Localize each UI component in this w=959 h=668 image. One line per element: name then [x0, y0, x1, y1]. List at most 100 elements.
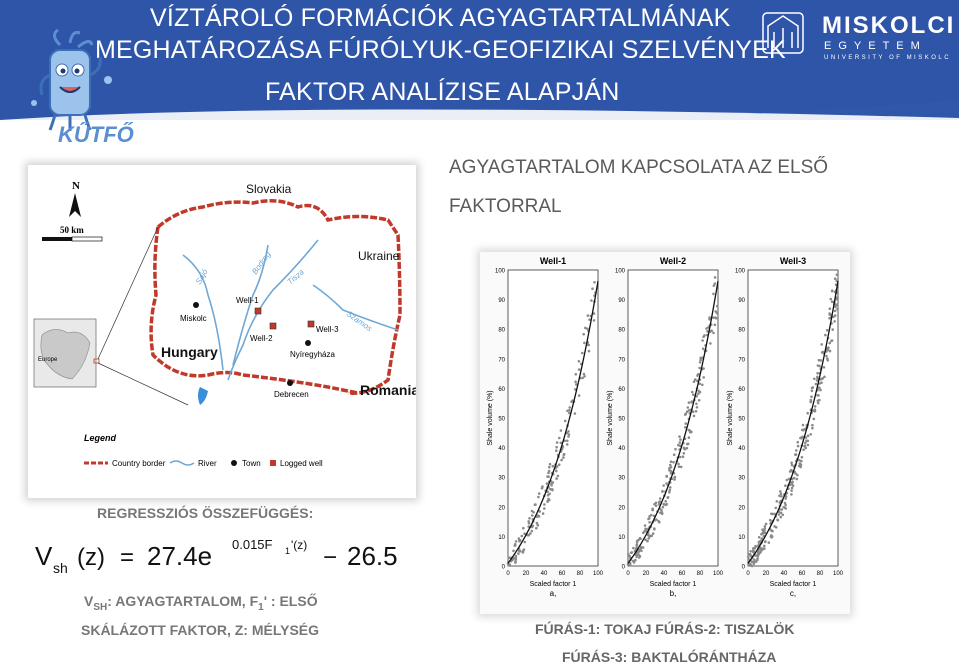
xtick-label: 100 — [593, 571, 604, 577]
legend-item-logged-well: Logged well — [280, 459, 323, 468]
scatter-point — [551, 464, 555, 468]
scatter-point — [644, 527, 647, 531]
scatter-point — [823, 375, 826, 379]
xtick-label: 20 — [763, 571, 770, 577]
scatter-point — [635, 555, 638, 559]
scatter-point — [647, 537, 650, 540]
scatter-point — [540, 487, 544, 490]
town-miskolc-marker — [193, 302, 199, 308]
ytick-label: 40 — [738, 446, 745, 452]
ytick-label: 50 — [618, 417, 625, 423]
scatter-point — [819, 388, 822, 392]
wells-line-1: FÚRÁS-1: TOKAJ FÚRÁS-2: TISZALÖK — [535, 621, 795, 637]
legend-vsh-sub: SH — [93, 601, 108, 613]
scatter-point — [801, 435, 804, 439]
scatter-point — [535, 526, 538, 530]
scatter-point — [746, 555, 750, 559]
scatter-point — [697, 399, 701, 402]
scatter-point — [577, 394, 581, 397]
scatter-point — [835, 273, 839, 276]
scatter-point — [811, 423, 814, 427]
formula-exponent-argument: '(z) — [291, 538, 307, 552]
scatter-point — [692, 393, 695, 396]
header-banner: VÍZTÁROLÓ FORMÁCIÓK AGYAGTARTALMÁNAK MEG… — [0, 0, 959, 120]
scatter-point — [521, 550, 525, 554]
formula-constant: 26.5 — [347, 541, 398, 571]
scatter-point — [833, 277, 837, 280]
scatter-point — [668, 466, 671, 470]
scatter-point — [543, 507, 546, 510]
xtick-label: 80 — [577, 571, 584, 577]
scatter-point — [682, 446, 686, 450]
scatter-point — [810, 389, 814, 393]
scatter-point — [548, 498, 551, 502]
scatter-point — [559, 429, 563, 432]
scatter-point — [699, 358, 702, 362]
scatter-point — [560, 458, 563, 462]
scatter-point — [783, 506, 787, 510]
scatter-point — [547, 475, 550, 478]
scatter-point — [693, 378, 697, 381]
scatter-point — [662, 484, 665, 487]
scatter-point — [628, 561, 632, 565]
scatter-point — [648, 521, 651, 524]
xtick-label: 60 — [799, 571, 806, 577]
plot-frame-3 — [747, 269, 839, 567]
scatter-point — [584, 326, 587, 330]
plot-title-1: Well-1 — [540, 256, 566, 266]
variable-legend-line-1: VSH: AGYAGTARTALOM, F1' : ELSŐ — [84, 593, 318, 613]
scatter-point — [702, 376, 705, 379]
scatter-point — [821, 377, 825, 380]
scatter-point — [790, 463, 794, 467]
scatter-point — [679, 438, 682, 441]
scatter-point — [653, 527, 656, 530]
plot-xlabel-2: Scaled factor 1 — [650, 581, 697, 588]
scatter-point — [520, 534, 524, 538]
river-tisza — [227, 239, 319, 381]
ytick-label: 80 — [738, 328, 745, 334]
scatter-point — [825, 354, 828, 358]
ytick-label: 70 — [618, 357, 625, 363]
scatter-point — [816, 375, 819, 379]
scatter-point — [829, 313, 832, 316]
scatter-point — [581, 351, 584, 355]
scatter-point — [800, 455, 804, 459]
scatter-point — [803, 444, 807, 448]
scatter-point — [668, 488, 672, 492]
scatter-point — [790, 489, 793, 492]
scatter-point — [686, 442, 689, 446]
scatter-point — [778, 494, 781, 498]
scatter-point — [545, 482, 549, 485]
scatter-point — [833, 320, 836, 323]
country-label-slovakia: Slovakia — [246, 182, 292, 196]
scatter-point — [531, 514, 534, 517]
scatter-point — [574, 373, 578, 376]
scatter-point — [523, 540, 527, 544]
scatter-point — [685, 446, 689, 450]
scatter-point — [664, 500, 667, 503]
scatter-point — [754, 544, 757, 548]
scatter-point — [784, 497, 787, 500]
scatter-point — [701, 339, 704, 342]
xtick-label: 0 — [746, 571, 750, 577]
scatter-point — [713, 276, 717, 279]
scatter-point — [529, 532, 532, 535]
scatter-point — [828, 341, 831, 345]
scatter-point — [665, 474, 668, 478]
scatter-point — [686, 406, 690, 409]
scatter-point — [573, 412, 577, 415]
plot-ylabel-1: Shale volume (%) — [487, 390, 494, 445]
formula-v-subscript: sh — [53, 560, 68, 576]
formula-lhs-argument: (z) — [77, 544, 105, 571]
ytick-label: 0 — [502, 565, 506, 571]
scatter-point — [568, 409, 571, 412]
scatter-point — [530, 509, 534, 513]
scatter-point — [687, 401, 691, 404]
scatter-point — [712, 292, 715, 296]
scatter-point — [586, 314, 590, 317]
ytick-label: 100 — [735, 269, 746, 275]
scatter-point — [776, 518, 779, 522]
well-label-2: Well-2 — [250, 334, 273, 343]
scatter-point — [548, 492, 551, 496]
scatter-point — [801, 423, 805, 427]
